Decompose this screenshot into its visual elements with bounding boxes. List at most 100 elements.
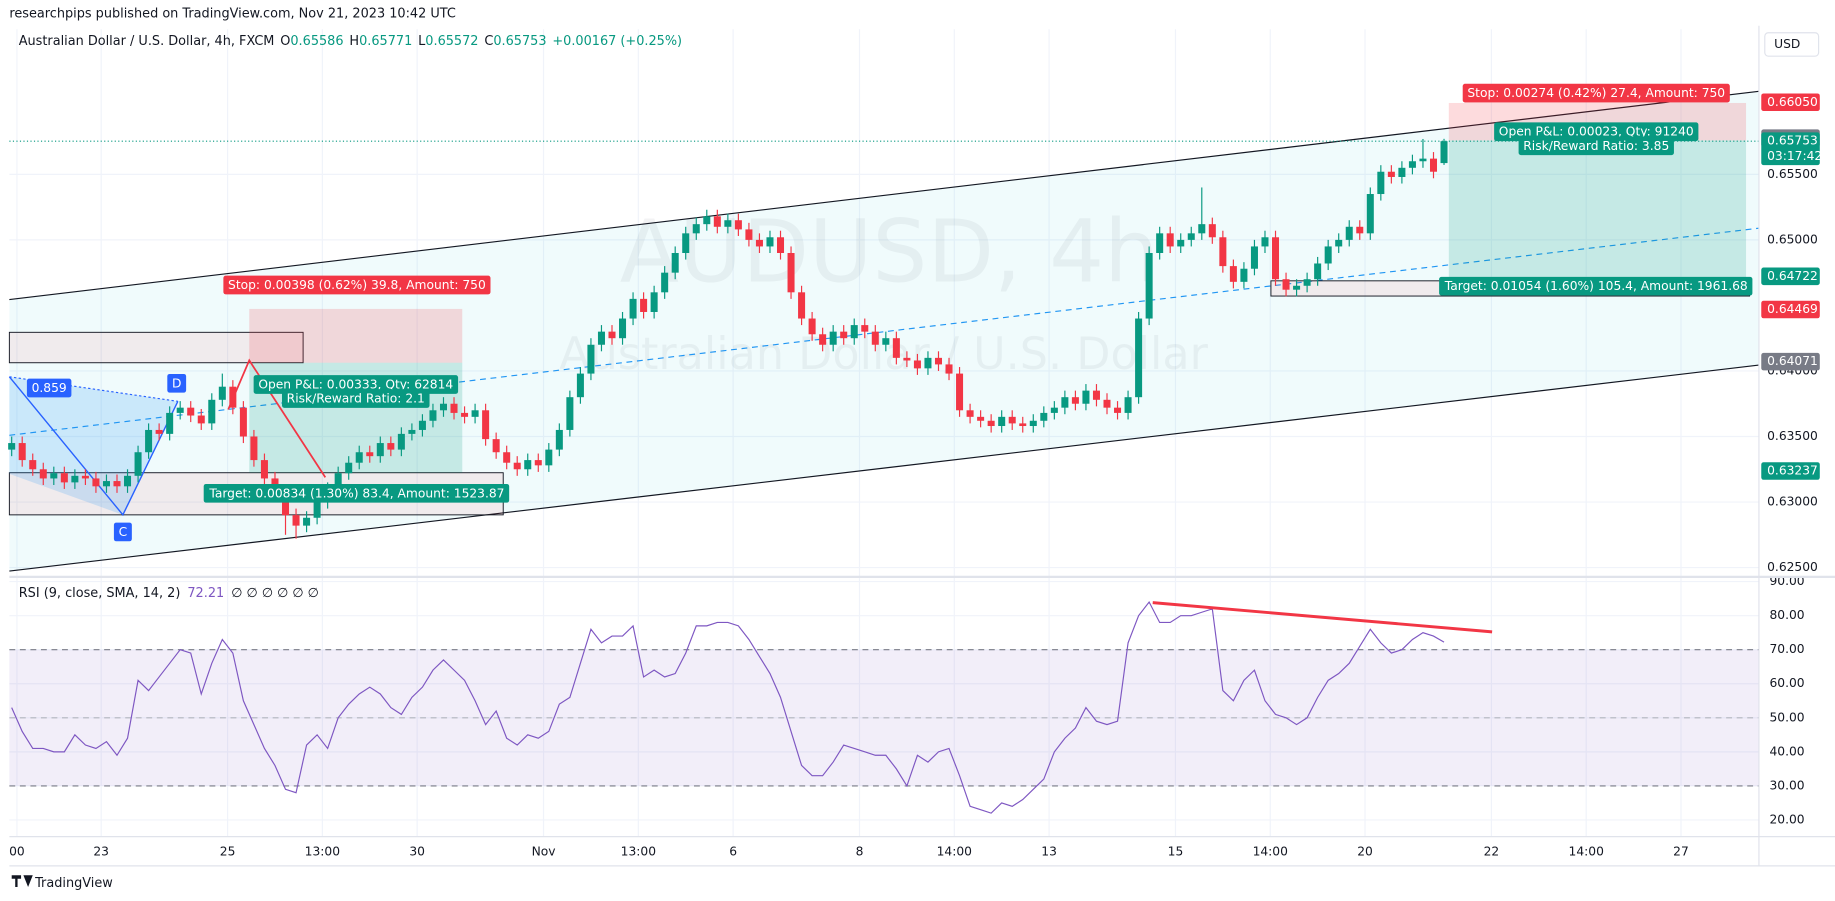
y-tick-label: 70.00 (1769, 642, 1804, 656)
label: Risk/Reward Ratio: 3.85 (1518, 136, 1674, 156)
currency[interactable]: USD (1774, 37, 1800, 51)
legend-prefix: O (280, 33, 290, 48)
price-badge (1761, 352, 1820, 371)
legend-high: 0.65771 (359, 33, 412, 48)
currency-button[interactable] (1764, 32, 1820, 57)
candle-body (50, 473, 58, 479)
candle-body (1019, 423, 1027, 427)
rsi-title: RSI (9, close, SMA, 14, 2) (19, 586, 181, 601)
candle-body (987, 420, 995, 427)
x-tick-label: 13:00 (621, 844, 656, 858)
legend-prefix: H (349, 33, 359, 48)
price-badge (1761, 93, 1820, 112)
candle-body (8, 443, 16, 450)
y-tick-label: 80.00 (1769, 608, 1804, 622)
candle-body (1282, 279, 1290, 290)
candle-body (850, 325, 858, 339)
channel-bottom (9, 364, 1760, 572)
x-tick-label: 13:00 (305, 844, 340, 858)
candle-body (945, 364, 953, 374)
candle-body (819, 334, 827, 345)
y-tick-label: 0.65000 (1767, 232, 1818, 246)
candle-body (1092, 390, 1100, 400)
candle-body (682, 233, 690, 253)
candle-body (81, 475, 89, 479)
rsi-last: 72.21 (187, 586, 224, 601)
zone (8, 331, 304, 364)
candle-body (1335, 239, 1343, 247)
candle-body (229, 386, 237, 408)
legend-prefix: L (418, 33, 426, 48)
legend-prefix: C (484, 33, 493, 48)
label: 0.859 (26, 378, 72, 398)
candle-body (292, 515, 300, 526)
legend-open: 0.65586 (290, 33, 343, 48)
candle-body (124, 475, 132, 487)
label: Stop: 0.00398 (0.62%) 39.8, Amount: 750 (223, 275, 491, 295)
candle-body (1145, 252, 1153, 319)
logo[interactable]: TradingView (34, 876, 113, 891)
label-bg (1518, 136, 1674, 156)
candle-body (1103, 399, 1111, 408)
candle-body (366, 452, 374, 457)
legend: Australian Dollar / U.S. Dollar, 4h, FXC… (19, 33, 682, 48)
candle-body (1240, 268, 1248, 282)
candle-body (1324, 246, 1332, 264)
candle-body (281, 495, 290, 516)
candle-body (1303, 279, 1311, 286)
candle-body (102, 481, 110, 487)
candle-body (387, 443, 395, 450)
candle-body (671, 252, 679, 273)
label-bg (1439, 276, 1753, 296)
candle-body (882, 338, 890, 345)
y-tick-label: 50.00 (1769, 710, 1804, 724)
label: D (167, 373, 187, 393)
candle-body (355, 452, 363, 463)
candle-body (471, 410, 479, 417)
candle-body (303, 517, 311, 526)
channel-fill (9, 91, 1759, 572)
candle-body (376, 443, 384, 457)
candle-body (1029, 420, 1037, 427)
logo-icon (11, 875, 33, 887)
candle-body (1061, 397, 1069, 408)
candle-body (745, 229, 753, 240)
x-tick-label: Nov (532, 844, 556, 858)
candle-body (597, 331, 605, 345)
candle-body (892, 338, 900, 358)
candle-body (313, 502, 321, 518)
candle-body (197, 415, 205, 424)
price-badge (1761, 132, 1820, 166)
candle-body (1198, 224, 1206, 234)
price-badge-text: 0.64469 (1767, 302, 1818, 316)
candle-body (418, 420, 426, 430)
price-badge-text: 0.66050 (1767, 95, 1818, 109)
candle-body (176, 407, 184, 413)
candle-body (18, 443, 26, 461)
label-bg (281, 389, 430, 408)
candle-body (734, 220, 742, 230)
candle-body (1345, 226, 1353, 240)
label-text: Stop: 0.00398 (0.62%) 39.8, Amount: 750 (228, 278, 486, 292)
x-tick-label: 00 (9, 844, 25, 858)
candle-body (871, 331, 879, 345)
channel-mid (9, 227, 1760, 436)
label: Target: 0.01054 (1.60%) 105.4, Amount: 1… (1439, 276, 1753, 296)
candle-body (1166, 233, 1174, 247)
chart-layer: 00 23 25 13:00 30 Nov 13:00 6 8 14:00 13 15 14:00 20 2… (8, 25, 1835, 867)
y-tick-label: 0.62500 (1767, 560, 1818, 574)
candle-body (492, 439, 500, 453)
candle-body (461, 412, 469, 417)
label: C (113, 522, 132, 542)
candle-body (566, 397, 574, 430)
x-tick-label: 23 (93, 844, 109, 858)
candle-body (1008, 416, 1016, 424)
label-text: Target: 0.01054 (1.60%) 105.4, Amount: 1… (1444, 279, 1748, 293)
label: Open P&L: 0.00333, Qty: 62814 (253, 375, 459, 394)
y-tick-label: 0.65500 (1767, 167, 1818, 181)
x-tick-label: 14:00 (1569, 844, 1604, 858)
y-tick-label: 0.63000 (1767, 495, 1818, 509)
x-tick-label: 14:00 (1253, 844, 1288, 858)
candle-body (692, 224, 700, 234)
